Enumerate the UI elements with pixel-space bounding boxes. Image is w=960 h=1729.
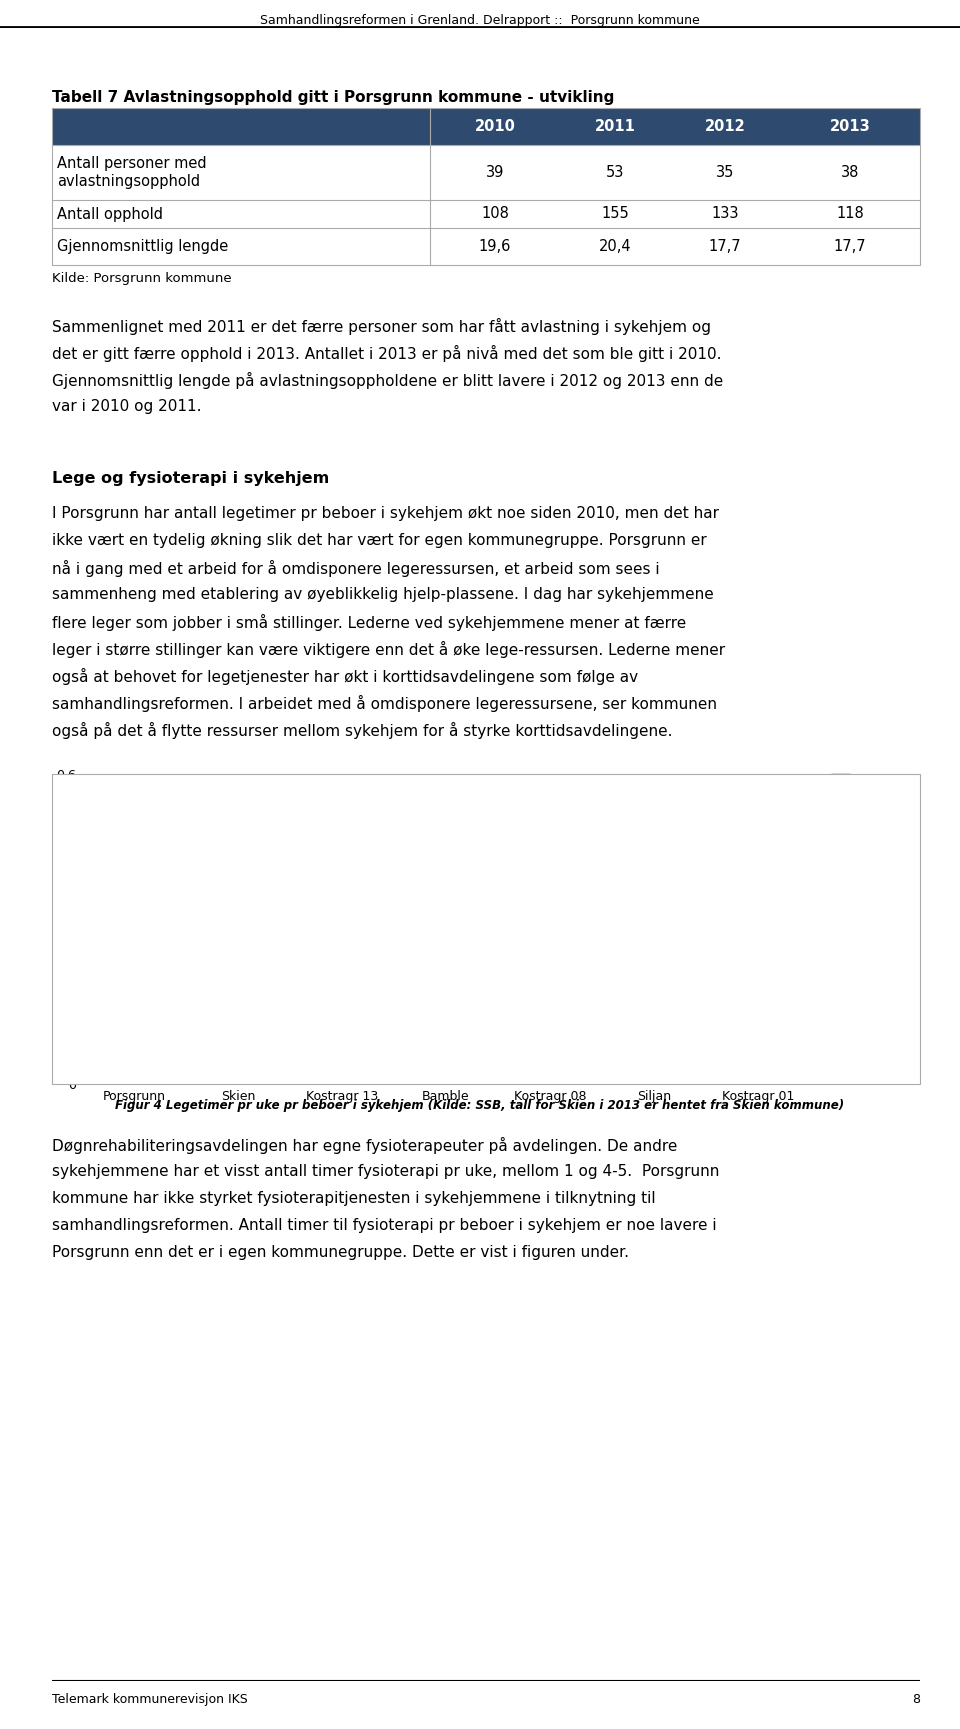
Bar	[740, 892, 758, 1084]
Text: 2012: 2012	[705, 119, 745, 135]
Text: 38: 38	[841, 164, 859, 180]
Text: 53: 53	[606, 164, 624, 180]
Bar	[116, 892, 134, 1084]
Text: kommune har ikke styrket fysioterapitjenesten i sykehjemmene i tilknytning til: kommune har ikke styrket fysioterapitjen…	[52, 1191, 656, 1207]
Text: også på det å flytte ressurser mellom sykehjem for å styrke korttidsavdelingene.: også på det å flytte ressurser mellom sy…	[52, 723, 673, 738]
Bar	[203, 918, 220, 1084]
Legend: 2010, 2011, 2012, 2013: 2010, 2011, 2012, 2013	[830, 775, 891, 849]
Text: 20,4: 20,4	[599, 239, 632, 254]
Bar	[342, 833, 360, 1084]
Bar	[446, 923, 464, 1084]
Bar	[306, 896, 324, 1084]
Text: Telemark kommunerevisjon IKS: Telemark kommunerevisjon IKS	[52, 1693, 248, 1707]
Text: ikke vært en tydelig økning slik det har vært for egen kommunegruppe. Porsgrunn : ikke vært en tydelig økning slik det har…	[52, 533, 707, 548]
Text: 118: 118	[836, 206, 864, 221]
Bar	[464, 913, 481, 1084]
Bar	[134, 887, 152, 1084]
Bar	[532, 896, 550, 1084]
Text: flere leger som jobber i små stillinger. Lederne ved sykehjemmene mener at færre: flere leger som jobber i små stillinger.…	[52, 614, 686, 631]
Bar	[99, 913, 116, 1084]
Text: sammenheng med etablering av øyeblikkelig hjelp-plassene. I dag har sykehjemmene: sammenheng med etablering av øyeblikkeli…	[52, 588, 713, 602]
Text: 108: 108	[481, 206, 509, 221]
Text: Antall personer med
avlastningsopphold: Antall personer med avlastningsopphold	[57, 156, 206, 188]
Bar	[723, 906, 740, 1084]
Bar	[654, 861, 672, 1084]
Text: Figur 4 Legetimer pr uke pr beboer i sykehjem (Kilde: SSB, tall for Skien i 2013: Figur 4 Legetimer pr uke pr beboer i syk…	[115, 1100, 845, 1112]
Bar	[776, 861, 793, 1084]
Text: 2013: 2013	[829, 119, 871, 135]
Text: I Porsgrunn har antall legetimer pr beboer i sykehjem økt noe siden 2010, men de: I Porsgrunn har antall legetimer pr bebo…	[52, 507, 719, 520]
Text: 35: 35	[716, 164, 734, 180]
Text: også at behovet for legetjenester har økt i korttidsavdelingene som følge av: også at behovet for legetjenester har øk…	[52, 667, 638, 685]
Bar	[636, 885, 654, 1084]
Text: Samhandlingsreformen i Grenland. Delrapport ::  Porsgrunn kommune: Samhandlingsreformen i Grenland. Delrapp…	[260, 14, 700, 28]
Bar	[758, 877, 776, 1084]
Text: Lege og fysioterapi i sykehjem: Lege og fysioterapi i sykehjem	[52, 470, 329, 486]
Text: Antall opphold: Antall opphold	[57, 206, 163, 221]
Text: Tabell 7 Avlastningsopphold gitt i Porsgrunn kommune - utvikling: Tabell 7 Avlastningsopphold gitt i Porsg…	[52, 90, 614, 105]
Text: nå i gang med et arbeid for å omdisponere legeressursen, et arbeid som sees i: nå i gang med et arbeid for å omdisponer…	[52, 560, 660, 577]
Bar	[411, 887, 428, 1084]
Bar	[550, 866, 567, 1084]
Text: 8: 8	[912, 1693, 920, 1707]
Text: Porsgrunn enn det er i egen kommunegruppe. Dette er vist i figuren under.: Porsgrunn enn det er i egen kommunegrupp…	[52, 1245, 629, 1260]
Text: 17,7: 17,7	[708, 239, 741, 254]
Bar	[255, 877, 274, 1084]
Text: 133: 133	[711, 206, 739, 221]
Text: sykehjemmene har et visst antall timer fysioterapi pr uke, mellom 1 og 4-5.  Por: sykehjemmene har et visst antall timer f…	[52, 1164, 719, 1179]
Bar	[428, 851, 446, 1084]
Bar	[515, 896, 532, 1084]
Text: var i 2010 og 2011.: var i 2010 og 2011.	[52, 399, 202, 413]
Text: 17,7: 17,7	[833, 239, 866, 254]
Text: samhandlingsreformen. Antall timer til fysioterapi pr beboer i sykehjem er noe l: samhandlingsreformen. Antall timer til f…	[52, 1217, 716, 1233]
Text: leger i større stillinger kan være viktigere enn det å øke lege-ressursen. Leder: leger i større stillinger kan være vikti…	[52, 641, 725, 659]
Bar	[220, 918, 238, 1084]
Bar	[672, 861, 689, 1084]
Bar	[238, 877, 255, 1084]
Text: 19,6: 19,6	[479, 239, 511, 254]
Bar	[324, 866, 342, 1084]
Text: Sammenlignet med 2011 er det færre personer som har fått avlastning i sykehjem o: Sammenlignet med 2011 er det færre perso…	[52, 318, 711, 335]
Bar	[360, 811, 377, 1084]
Text: Døgnrehabiliteringsavdelingen har egne fysioterapeuter på avdelingen. De andre: Døgnrehabiliteringsavdelingen har egne f…	[52, 1138, 678, 1153]
Bar	[567, 861, 586, 1084]
Text: samhandlingsreformen. I arbeidet med å omdisponere legeressursene, ser kommunen: samhandlingsreformen. I arbeidet med å o…	[52, 695, 717, 712]
Text: 39: 39	[486, 164, 504, 180]
Bar	[618, 871, 636, 1084]
Text: det er gitt færre opphold i 2013. Antallet i 2013 er på nivå med det som ble git: det er gitt færre opphold i 2013. Antall…	[52, 346, 722, 361]
Text: Gjennomsnittlig lengde på avlastningsoppholdene er blitt lavere i 2012 og 2013 e: Gjennomsnittlig lengde på avlastningsopp…	[52, 372, 723, 389]
Text: Gjennomsnittlig lengde: Gjennomsnittlig lengde	[57, 239, 228, 254]
Text: 2010: 2010	[474, 119, 516, 135]
Text: 2011: 2011	[594, 119, 636, 135]
Text: 155: 155	[601, 206, 629, 221]
Text: Kilde: Porsgrunn kommune: Kilde: Porsgrunn kommune	[52, 271, 231, 285]
Bar	[152, 890, 169, 1084]
